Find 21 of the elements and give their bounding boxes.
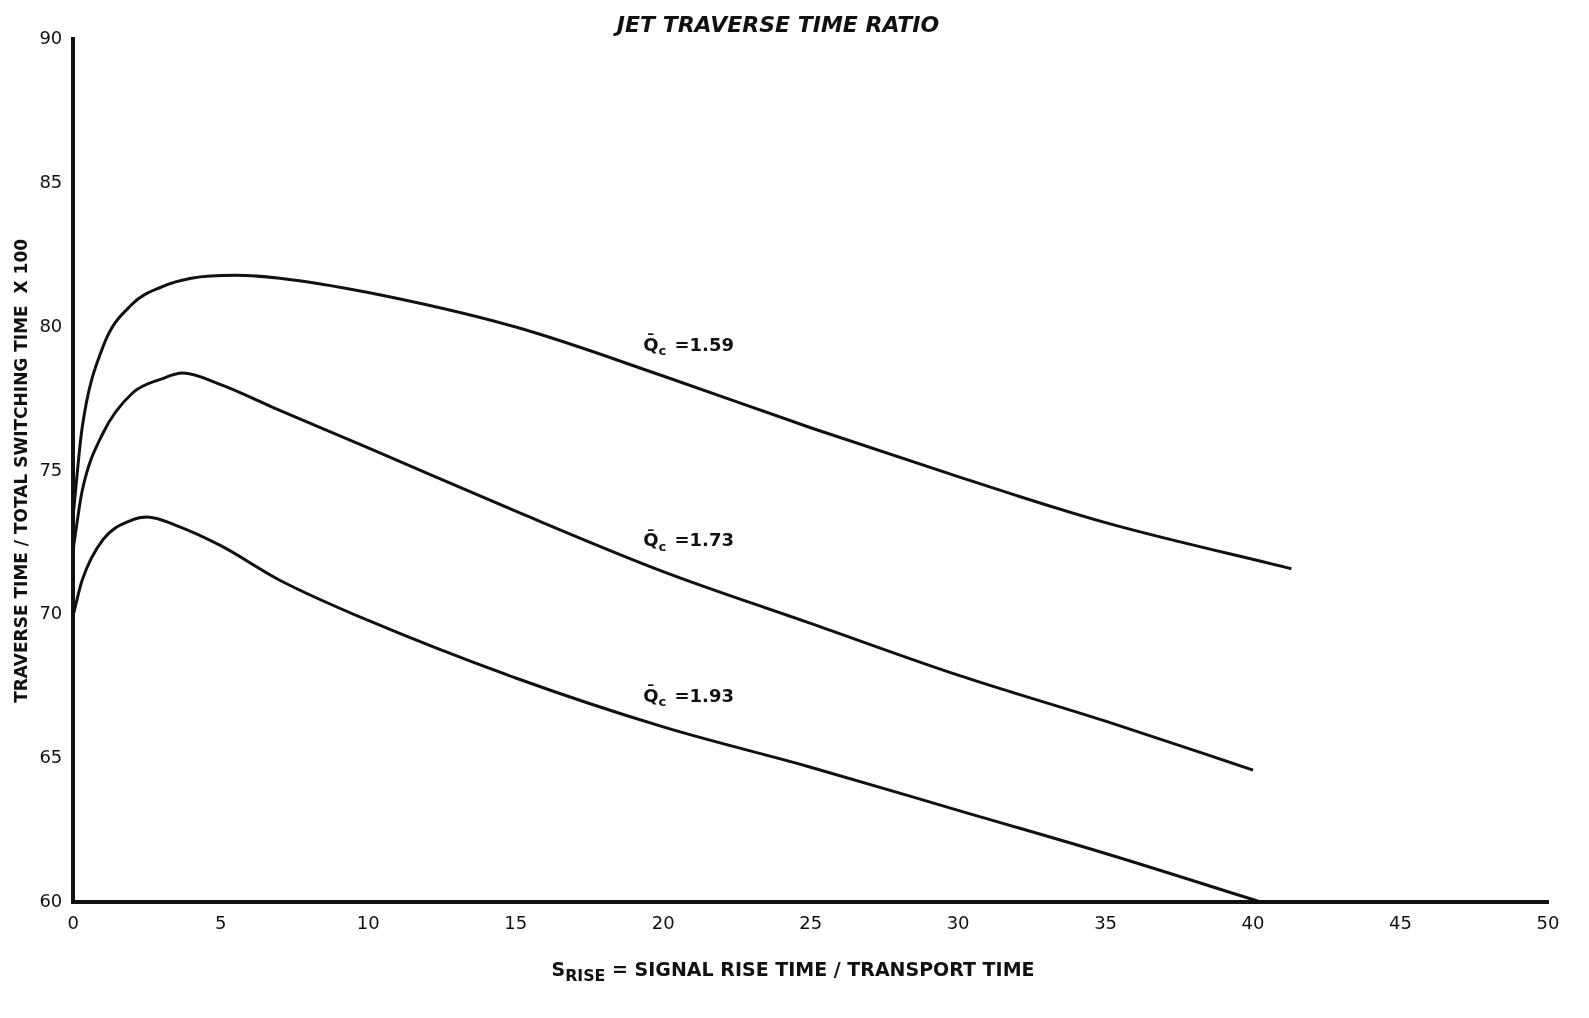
y-tick-label: 90 [39, 27, 63, 49]
x-tick-label: 25 [799, 911, 823, 933]
x-tick-label: 30 [946, 911, 970, 933]
y-tick-label: 75 [39, 458, 63, 480]
chart-title: JET TRAVERSE TIME RATIO [612, 11, 940, 37]
y-axis-title: TRAVERSE TIME / TOTAL SWITCHING TIME X 100 [10, 238, 31, 703]
x-tick-label: 45 [1389, 911, 1412, 933]
y-tick-label: 65 [39, 746, 63, 768]
x-tick-label: 0 [67, 911, 80, 933]
x-tick-label: 40 [1241, 911, 1265, 933]
x-axis-title: S$_{RISE}$ = SIGNAL RISE TIME / TRANSPORT TIME [550, 958, 1036, 985]
x-tick-label: 35 [1094, 911, 1118, 933]
x-tick-label: 15 [504, 911, 528, 933]
y-tick-label: 60 [39, 890, 63, 912]
y-tick-label: 85 [39, 170, 63, 192]
x-tick-label: 10 [356, 911, 380, 933]
y-tick-label: 80 [39, 314, 63, 336]
y-tick-label: 70 [39, 602, 63, 624]
x-tick-label: 5 [215, 911, 227, 933]
x-tick-label: 50 [1536, 911, 1560, 933]
x-tick-label: 20 [651, 911, 675, 933]
